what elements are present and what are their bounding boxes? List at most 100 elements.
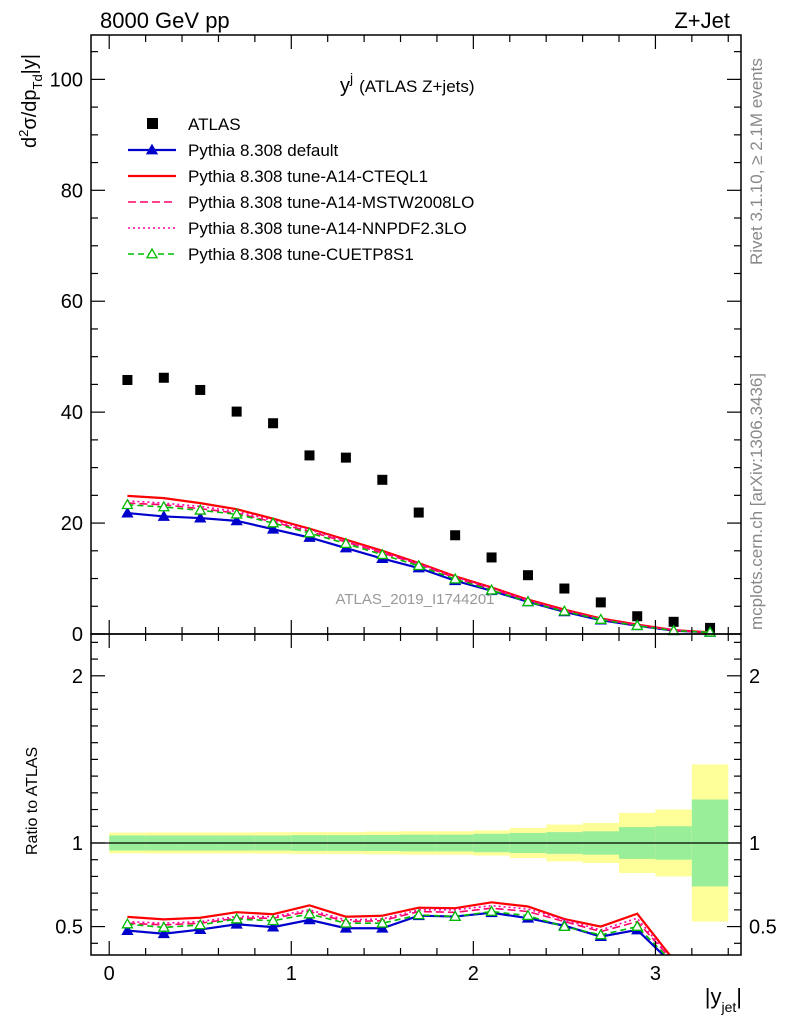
ratio-marker [412,908,425,920]
header-left: 8000 GeV pp [100,8,230,33]
mc-curves [121,494,717,637]
legend-label-atlas: ATLAS [188,115,241,134]
x-tick-label: 1 [286,963,297,985]
ratio-marker [157,921,170,932]
atlas-point [195,384,206,395]
atlas-point [595,597,606,608]
atlas-point [450,530,461,541]
legend-marker-atlas [147,118,158,129]
mc-marker [266,522,280,534]
legend-marker [145,247,159,259]
ratio-marker [521,909,535,921]
legend-label: Pythia 8.308 tune-CUETP8S1 [188,245,414,264]
ratio-curves [121,901,672,955]
ratio-tick-label: 0.5 [55,917,83,939]
mc-marker [449,572,462,584]
ratio-tick-label-right: 0.5 [749,917,777,939]
ratio-tick-label: 1 [72,833,83,855]
mc-marker [558,604,571,616]
mc-marker [121,498,134,510]
atlas-point [340,452,351,463]
ratio-marker [266,920,280,932]
legend-marker [145,143,159,155]
ratio-tick-label-right: 1 [749,833,760,855]
y-tick-label: 100 [50,69,83,91]
mc-curve [127,502,711,634]
legend-label: Pythia 8.308 tune-A14-NNPDF2.3LO [188,219,467,238]
ratio-marker [121,917,134,929]
y-tick-label: 80 [61,180,83,202]
mc-marker [230,514,243,526]
atlas-point [522,570,533,581]
ratio-marker [339,916,353,928]
mc-marker [594,613,607,624]
mc-marker [412,559,425,571]
atlas-point [632,611,643,622]
ratio-marker [303,913,316,925]
mc-marker [485,583,498,595]
header-right: Z+Jet [674,8,730,33]
ratio-curve [127,901,672,955]
mc-marker [266,516,280,528]
mc-marker [339,537,353,548]
atlas-point [231,406,242,417]
ratio-marker [485,905,498,916]
mc-marker [376,548,389,560]
atlas-point [413,507,424,518]
x-tick-label: 3 [650,963,661,985]
atlas-point [668,616,679,627]
ratio-marker [121,924,134,935]
atlas-point [377,474,388,485]
x-tick-label: 2 [468,963,479,985]
x-axis-label: |yjet| [705,984,742,1015]
atlas-point [268,418,279,429]
mc-marker [521,595,535,607]
legend-label: Pythia 8.308 tune-A14-CTEQL1 [188,167,428,186]
ratio-axes: 0 1 2 3 0.5 0.5 1 1 2 2 [55,633,777,985]
ratio-marker [303,907,316,919]
mc-marker [230,507,243,519]
x-tick-label: 0 [104,963,115,985]
ratio-tick-label: 2 [72,666,83,688]
ratio-marker [266,914,280,926]
ratio-marker [230,917,243,929]
y-tick-label: 20 [61,513,83,535]
mc-marker [121,506,134,518]
legend-label: Pythia 8.308 default [188,141,339,160]
ratio-frame [90,633,742,956]
mc-marker [157,510,170,521]
main-axes: 0 20 40 60 80 100 [50,34,742,646]
atlas-point [122,374,133,385]
atlas-point [486,552,497,563]
ratio-uncertainty-bands [91,764,741,922]
mc-marker [157,500,170,512]
legend-label: Pythia 8.308 tune-A14-MSTW2008LO [188,193,474,212]
atlas-point [559,583,570,594]
ratio-marker [558,920,571,931]
y-tick-label: 60 [61,291,83,313]
rivet-label: Rivet 3.1.10, ≥ 2.1M events [747,58,766,265]
mc-marker [194,511,207,523]
mcplots-label: mcplots.cern.ch [arXiv:1306.3436] [747,373,766,630]
ratio-marker [230,912,243,924]
y-tick-label: 0 [72,624,83,646]
ratio-marker [449,910,462,921]
atlas-point [304,450,315,461]
ratio-marker [376,916,389,928]
ratio-y-axis-label: Ratio to ATLAS [24,747,41,855]
mc-marker [303,526,316,538]
legend: ATLAS Pythia 8.308 default Pythia 8.308 tu… [128,115,474,264]
mc-marker [631,619,644,631]
ratio-marker [631,920,644,931]
mc-curve [127,503,711,634]
atlas-point [158,372,169,383]
ratio-marker [194,918,207,930]
y-tick-label: 40 [61,402,83,424]
ratio-marker [157,927,170,939]
plot-title: yj (ATLAS Z+jets) [340,70,475,97]
mc-marker [194,504,207,515]
ratio-marker [594,928,607,940]
ratio-tick-label-right: 2 [749,666,760,688]
watermark: ATLAS_2019_I1744201 [335,591,494,608]
